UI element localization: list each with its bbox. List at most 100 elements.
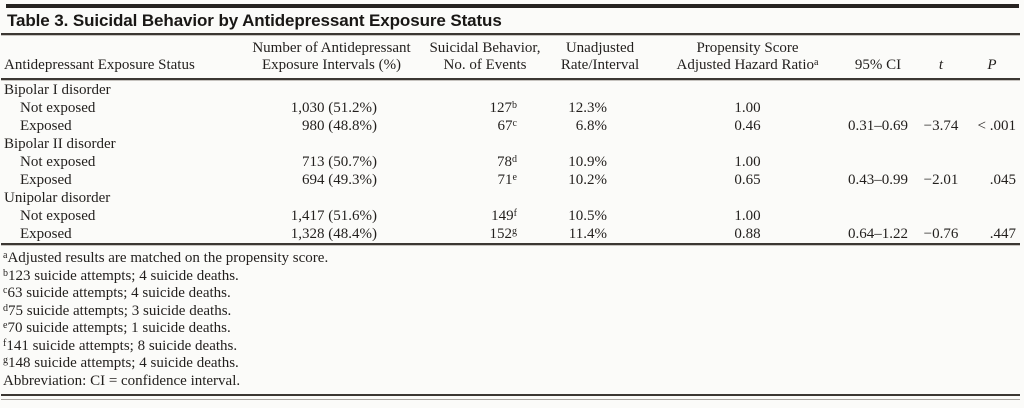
events-value: 127 xyxy=(489,100,513,116)
cell-rate: 10.9% xyxy=(568,154,607,170)
footnote-marker: a xyxy=(814,57,819,68)
header-line: Exposure Intervals (%) xyxy=(261,57,402,73)
cell-hazard-ratio: 1.00 xyxy=(734,100,761,116)
cell-hazard-ratio: 0.65 xyxy=(734,172,761,188)
footnote-marker: f xyxy=(3,337,7,349)
table-row: Exposed 980 (48.8%) 67c 6.8% 0.46 0.31–0… xyxy=(1,117,1018,135)
header-line: Suicidal Behavior, xyxy=(429,40,541,56)
cell-rate: 10.5% xyxy=(568,208,607,224)
cell-intervals: 713 (50.7%) xyxy=(302,154,377,170)
footnote-text: 63 suicide attempts; 4 suicide deaths. xyxy=(7,285,231,301)
footnote-marker: g xyxy=(512,226,517,237)
cell-rate: 12.3% xyxy=(568,100,607,116)
header-line: Adjusted Hazard Ratioa xyxy=(655,57,840,74)
col-header-rate: Unadjusted Rate/Interval xyxy=(545,40,655,74)
cell-ci xyxy=(840,207,916,225)
body-bottom-rule xyxy=(1,243,1020,246)
events-value: 71 xyxy=(497,172,513,188)
table-body: Bipolar I disorder Not exposed 1,030 (51… xyxy=(0,81,1024,243)
header-text: Adjusted Hazard Ratio xyxy=(676,57,814,73)
footnote-marker: c xyxy=(512,118,517,129)
cell-ci xyxy=(840,153,916,171)
cell-t xyxy=(916,207,966,225)
group-label: Unipolar disorder xyxy=(4,190,111,206)
header-line: No. of Events xyxy=(443,57,527,73)
col-header-ci: 95% CI xyxy=(854,57,902,73)
footnote-text: 123 suicide attempts; 4 suicide deaths. xyxy=(8,267,239,284)
footnote-text: Abbreviation: CI = confidence interval. xyxy=(3,372,241,389)
cell-exposure-status: Exposed xyxy=(20,172,72,188)
events-value: 149 xyxy=(491,208,514,224)
cell-intervals: 1,417 (51.6%) xyxy=(290,208,377,224)
footnote-marker: b xyxy=(512,100,517,111)
footnote: aAdjusted results are matched on the pro… xyxy=(3,250,1024,268)
footnote: b123 suicide attempts; 4 suicide deaths. xyxy=(3,268,1024,286)
footnotes: aAdjusted results are matched on the pro… xyxy=(0,250,1024,390)
cell-p: .045 xyxy=(989,172,1016,188)
cell-t xyxy=(916,99,966,117)
header-line: Number of Antidepressant xyxy=(252,40,411,56)
cell-ci: 0.31–0.69 xyxy=(848,118,908,134)
cell-rate: 11.4% xyxy=(568,226,607,242)
footnote-marker: c xyxy=(3,285,8,296)
col-header-t: t xyxy=(938,57,944,73)
events-value: 78 xyxy=(497,154,512,170)
footnote-marker: d xyxy=(512,154,517,165)
cell-exposure-status: Not exposed xyxy=(20,208,96,224)
cell-rate: 6.8% xyxy=(575,118,607,134)
footnote-marker: g xyxy=(3,355,8,366)
cell-events: 78d xyxy=(425,153,545,171)
col-header-p: P xyxy=(987,57,997,73)
footnote-text: 75 suicide attempts; 3 suicide deaths. xyxy=(8,302,232,319)
footnote: c63 suicide attempts; 4 suicide deaths. xyxy=(3,285,1024,303)
table-row: Exposed 694 (49.3%) 71e 10.2% 0.65 0.43–… xyxy=(1,171,1018,189)
cell-t: −2.01 xyxy=(923,172,959,188)
cell-p: .447 xyxy=(989,226,1016,242)
col-header-exposure-status: Antidepressant Exposure Status xyxy=(1,57,238,74)
cell-rate: 10.2% xyxy=(568,172,607,188)
header-rule xyxy=(1,78,1020,81)
title-rule xyxy=(1,33,1020,36)
group-row: Unipolar disorder xyxy=(1,189,1018,207)
cell-ci: 0.43–0.99 xyxy=(848,172,908,188)
table-header-row: Antidepressant Exposure Status Number of… xyxy=(1,36,1018,78)
cell-p xyxy=(966,207,1018,225)
cell-hazard-ratio: 1.00 xyxy=(734,208,761,224)
cell-t: −3.74 xyxy=(923,118,959,134)
footnote-marker: b xyxy=(3,267,8,279)
events-value: 152 xyxy=(489,226,513,242)
footnote-marker: e xyxy=(3,320,8,331)
cell-events: 71e xyxy=(425,171,545,189)
group-label: Bipolar I disorder xyxy=(4,82,111,98)
cell-p: < .001 xyxy=(977,118,1016,134)
cell-hazard-ratio: 1.00 xyxy=(734,154,761,170)
cell-exposure-status: Exposed xyxy=(20,118,72,134)
col-header-intervals: Number of Antidepressant Exposure Interv… xyxy=(238,40,425,74)
footnote-marker: a xyxy=(3,250,8,261)
footnote-marker: d xyxy=(3,302,8,314)
table-row: Not exposed 1,030 (51.2%) 127b 12.3% 1.0… xyxy=(1,99,1018,117)
footnote: f141 suicide attempts; 8 suicide deaths. xyxy=(3,338,1024,356)
group-row: Bipolar II disorder xyxy=(1,135,1018,153)
cell-hazard-ratio: 0.46 xyxy=(734,118,761,134)
footnote: d75 suicide attempts; 3 suicide deaths. xyxy=(3,303,1024,321)
header-line: Antidepressant Exposure Status xyxy=(4,57,195,73)
footnote-text: 70 suicide attempts; 1 suicide deaths. xyxy=(7,320,231,336)
footnote-text: 148 suicide attempts; 4 suicide deaths. xyxy=(8,355,239,371)
cell-events: 149f xyxy=(425,207,545,225)
cell-intervals: 1,030 (51.2%) xyxy=(290,100,377,116)
col-header-events: Suicidal Behavior, No. of Events xyxy=(425,40,545,74)
footnote-text: Adjusted results are matched on the prop… xyxy=(7,250,329,266)
cell-intervals: 980 (48.8%) xyxy=(302,118,377,134)
cell-t xyxy=(916,153,966,171)
cell-exposure-status: Exposed xyxy=(20,226,72,242)
footnote-abbreviation: Abbreviation: CI = confidence interval. xyxy=(3,373,1024,391)
cell-ci xyxy=(840,99,916,117)
table-row: Exposed 1,328 (48.4%) 152g 11.4% 0.88 0.… xyxy=(1,225,1018,243)
cell-events: 152g xyxy=(425,225,545,243)
table-row: Not exposed 713 (50.7%) 78d 10.9% 1.00 xyxy=(1,153,1018,171)
footnote-marker: f xyxy=(513,208,517,219)
header-line: Rate/Interval xyxy=(560,57,640,73)
cell-p xyxy=(966,99,1018,117)
